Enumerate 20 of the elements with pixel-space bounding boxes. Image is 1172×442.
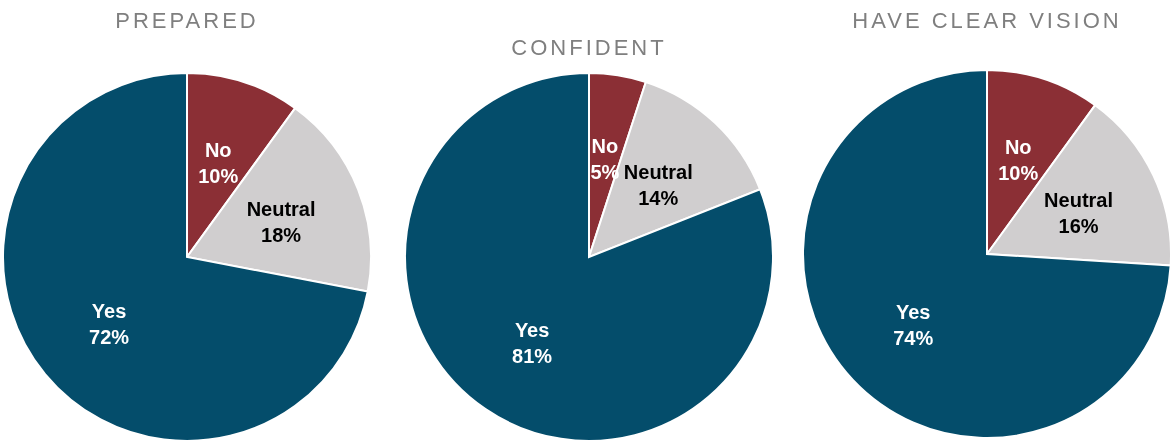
data-label: 16% [1058, 214, 1099, 237]
slice-label: Neutral [246, 197, 316, 220]
data-label: 81% [512, 344, 553, 367]
slice-label: Yes [91, 299, 127, 322]
data-label: 10% [998, 161, 1039, 184]
data-label: 18% [261, 223, 302, 246]
data-label: 10% [198, 164, 239, 187]
data-label: 14% [638, 187, 679, 210]
slice-label: Neutral [1044, 188, 1114, 211]
chart-title: PREPARED [115, 8, 259, 33]
slice-label: No [1004, 135, 1032, 158]
slice-label: Neutral [623, 161, 693, 184]
slice-label: Yes [895, 301, 931, 324]
data-label: 72% [89, 325, 130, 348]
slice-label: Yes [514, 318, 550, 341]
data-label: 74% [893, 327, 934, 350]
chart-title: CONFIDENT [511, 35, 667, 60]
slice-label: No [204, 138, 232, 161]
chart-title: HAVE CLEAR VISION [852, 8, 1122, 33]
slice-label: No [591, 135, 619, 158]
